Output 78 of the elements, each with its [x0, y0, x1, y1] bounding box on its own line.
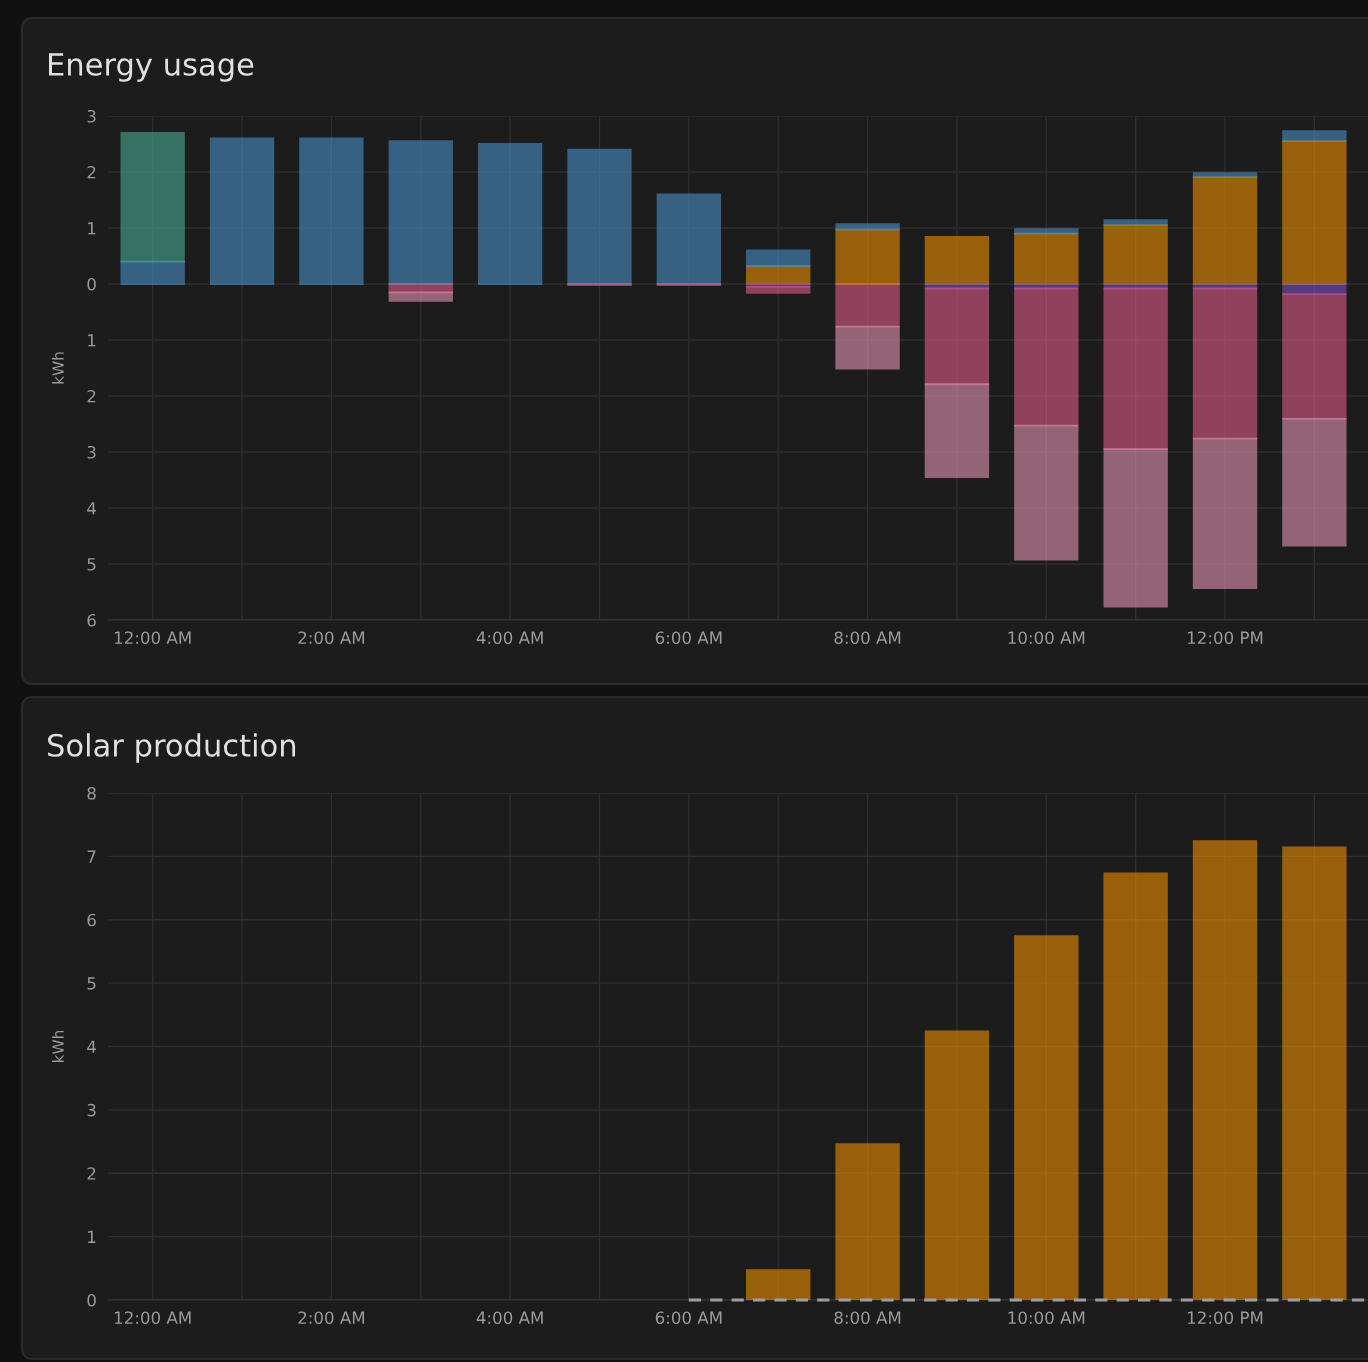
bar: [477, 143, 543, 285]
x-tick-label: 8:00 AM: [834, 631, 901, 645]
bar: [388, 291, 453, 302]
bar: [1192, 840, 1258, 1300]
bar: [835, 223, 900, 231]
x-tick-label: 10:00 AM: [1008, 631, 1085, 645]
bar: [1103, 224, 1168, 285]
bar: [1014, 935, 1079, 1300]
bar: [299, 137, 364, 285]
x-tick-label: 8:00 AM: [834, 1311, 901, 1325]
bar: [1014, 424, 1079, 561]
bar: [1192, 176, 1258, 285]
bar: [656, 193, 722, 285]
bar: [1103, 872, 1168, 1300]
bar: [1103, 448, 1168, 608]
x-tick-label: 6:00 AM: [655, 1311, 722, 1325]
bar: [746, 285, 811, 294]
y-tick-label: 7: [87, 850, 96, 863]
bar: [120, 260, 185, 285]
bar: [835, 325, 900, 370]
bar: [1282, 140, 1347, 285]
y-tick-label: 8: [87, 786, 96, 800]
bar: [388, 140, 453, 285]
bar: [746, 249, 811, 267]
y-tick-label: 1: [88, 334, 96, 347]
bar: [924, 236, 990, 285]
bar: [1014, 228, 1079, 235]
bar: [924, 287, 990, 386]
y-tick-label: 0: [87, 277, 96, 291]
bar: [1014, 287, 1079, 427]
x-tick-label: 12:00 PM: [1187, 1311, 1263, 1325]
y-tick-label: 4: [87, 1040, 96, 1053]
y-tick-label: 6: [87, 913, 96, 927]
chart-title: Energy usage: [49, 53, 254, 82]
y-tick-label: 5: [87, 977, 96, 990]
chart-title: Solar production: [48, 733, 296, 763]
bar: [746, 1269, 811, 1300]
bar: [1282, 846, 1347, 1300]
y-tick-label: 5: [87, 558, 96, 571]
y-tick-label: 2: [87, 1167, 96, 1180]
y-tick-label: 2: [87, 389, 96, 403]
bar: [1192, 437, 1258, 589]
x-tick-label: 12:00 AM: [114, 631, 191, 645]
bar: [567, 148, 632, 285]
bar: [835, 283, 900, 328]
bar: [835, 228, 900, 285]
y-tick-label: 1: [88, 1230, 96, 1243]
bar: [209, 137, 275, 285]
bar: [835, 1143, 900, 1300]
y-tick-label: 3: [87, 1103, 96, 1117]
x-tick-label: 4:00 AM: [476, 631, 543, 645]
x-tick-label: 12:00 AM: [114, 1311, 191, 1325]
y-axis-title: kWh: [52, 1030, 64, 1062]
bar: [924, 383, 990, 479]
y-tick-label: 2: [87, 165, 96, 179]
y-tick-label: 0: [87, 1293, 96, 1307]
x-tick-label: 6:00 AM: [655, 631, 722, 645]
x-tick-label: 4:00 AM: [476, 1311, 543, 1325]
y-axis-title: kWh: [52, 352, 64, 384]
bar: [120, 131, 185, 263]
bar: [1282, 418, 1347, 547]
y-tick-label: 4: [87, 502, 96, 515]
bar: [1103, 287, 1168, 451]
bar: [1282, 293, 1347, 420]
bar: [1192, 172, 1258, 178]
y-tick-label: 6: [87, 613, 96, 627]
x-tick-label: 2:00 AM: [298, 1311, 365, 1325]
bar: [1192, 287, 1258, 440]
y-tick-label: 3: [87, 109, 96, 123]
bar: [924, 1030, 990, 1300]
y-tick-label: 1: [88, 222, 96, 235]
x-tick-label: 12:00 PM: [1187, 631, 1263, 645]
bar: [1103, 219, 1168, 227]
bar: [1282, 130, 1347, 143]
bar: [1014, 232, 1079, 285]
x-tick-label: 10:00 AM: [1008, 1311, 1085, 1325]
y-tick-label: 3: [87, 445, 96, 459]
x-tick-label: 2:00 AM: [298, 631, 365, 645]
